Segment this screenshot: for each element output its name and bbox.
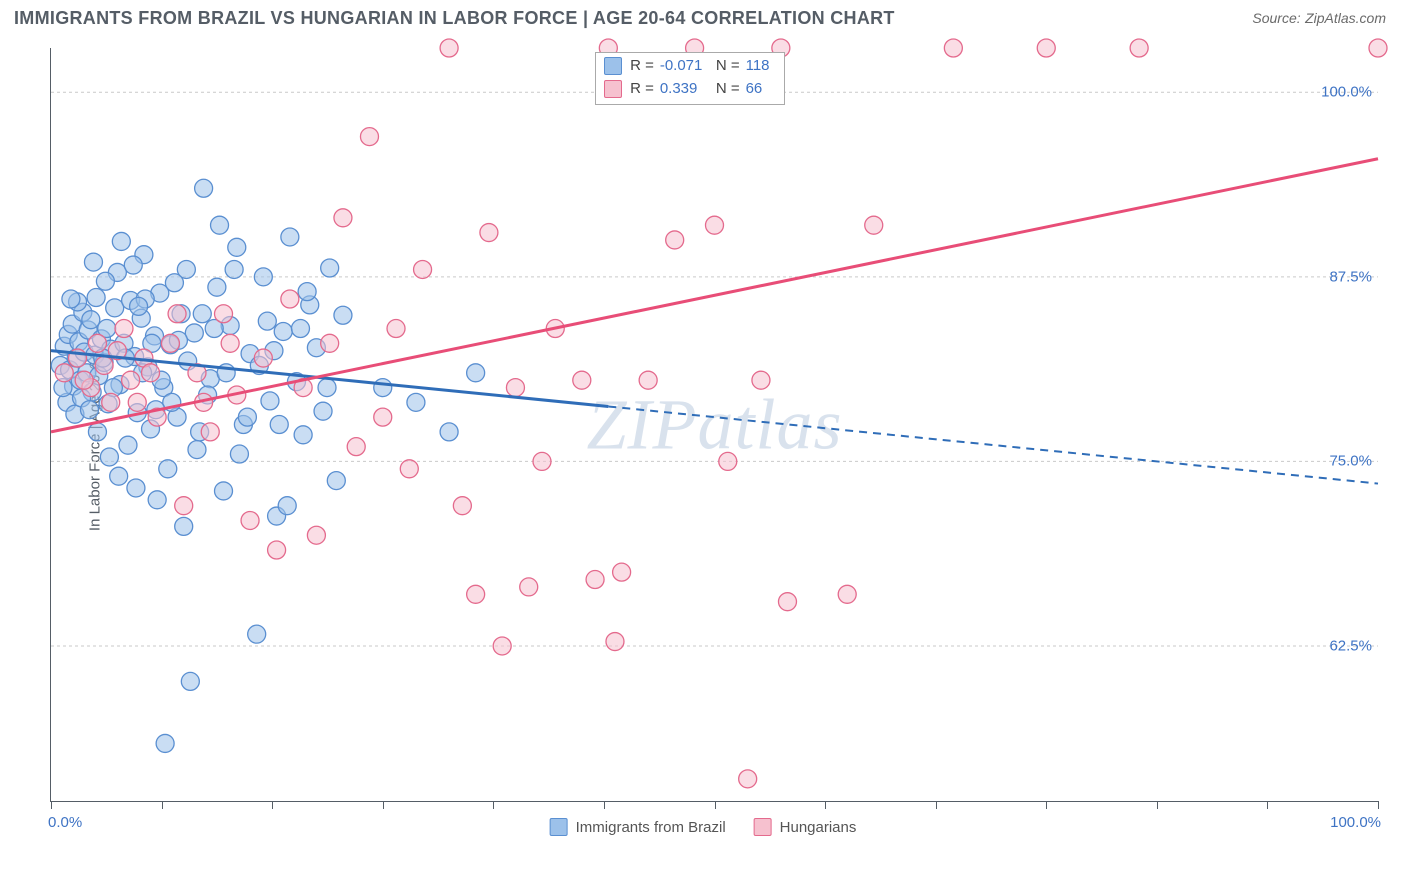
source-credit: Source: ZipAtlas.com [1252, 10, 1386, 28]
x-tick-label-right: 100.0% [1330, 814, 1381, 831]
n-label: N = [716, 55, 740, 78]
x-tick [715, 801, 716, 809]
legend-item-hungarians: Hungarians [754, 818, 857, 836]
x-tick-label-left: 0.0% [48, 814, 82, 831]
r-value-hungarians: 0.339 [660, 78, 710, 101]
legend-swatch-hungarians [754, 818, 772, 836]
legend-item-brazil: Immigrants from Brazil [550, 818, 726, 836]
y-tick-label: 100.0% [1321, 84, 1372, 101]
x-tick [1267, 801, 1268, 809]
y-tick-label: 62.5% [1329, 637, 1372, 654]
legend-swatch-brazil [550, 818, 568, 836]
x-tick [1046, 801, 1047, 809]
x-tick [51, 801, 52, 809]
y-tick-label: 75.0% [1329, 453, 1372, 470]
x-tick [1378, 801, 1379, 809]
chart-title: IMMIGRANTS FROM BRAZIL VS HUNGARIAN IN L… [14, 8, 895, 29]
x-tick [936, 801, 937, 809]
x-tick [493, 801, 494, 809]
x-tick [825, 801, 826, 809]
legend-label-brazil: Immigrants from Brazil [576, 819, 726, 836]
regression-line-hungarians [51, 159, 1378, 432]
x-tick [1157, 801, 1158, 809]
r-value-brazil: -0.071 [660, 55, 710, 78]
n-label: N = [716, 78, 740, 101]
regression-layer [51, 48, 1378, 801]
regression-line-brazil [51, 351, 608, 407]
x-tick [272, 801, 273, 809]
x-tick [162, 801, 163, 809]
r-label: R = [630, 78, 654, 101]
source-label: Source: [1252, 10, 1300, 26]
stats-legend: R = -0.071 N = 118 R = 0.339 N = 66 [595, 52, 785, 105]
stats-row-brazil: R = -0.071 N = 118 [604, 55, 776, 78]
stats-row-hungarians: R = 0.339 N = 66 [604, 78, 776, 101]
regression-line-brazil-dashed [608, 406, 1378, 483]
x-tick [604, 801, 605, 809]
swatch-brazil [604, 57, 622, 75]
source-value: ZipAtlas.com [1305, 10, 1386, 26]
y-tick-label: 87.5% [1329, 268, 1372, 285]
x-tick [383, 801, 384, 809]
legend-label-hungarians: Hungarians [780, 819, 857, 836]
bottom-legend: Immigrants from Brazil Hungarians [550, 818, 857, 836]
r-label: R = [630, 55, 654, 78]
n-value-hungarians: 66 [746, 78, 776, 101]
n-value-brazil: 118 [746, 55, 776, 78]
swatch-hungarians [604, 80, 622, 98]
plot-area: ZIPatlas R = -0.071 N = 118 R = 0.339 N … [50, 48, 1378, 802]
chart-container: In Labor Force | Age 20-64 ZIPatlas R = … [14, 42, 1392, 842]
